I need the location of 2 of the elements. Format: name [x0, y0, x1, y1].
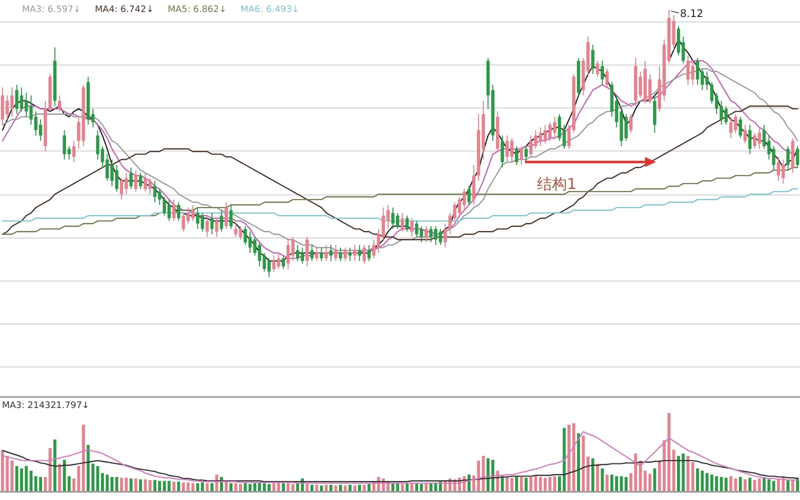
annotation: 8.12: [680, 8, 704, 20]
annotation: 结构1: [537, 175, 577, 193]
